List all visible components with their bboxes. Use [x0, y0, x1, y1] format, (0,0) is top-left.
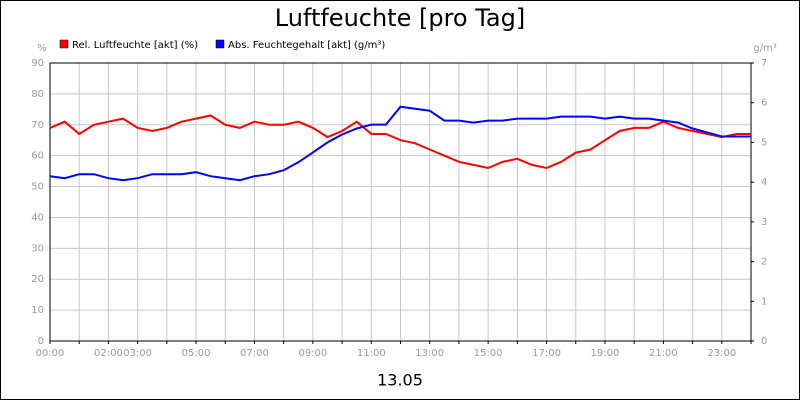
y-tick-label: 30: [31, 243, 44, 254]
y-tick-label: 10: [31, 305, 44, 316]
y-tick-label: 80: [31, 89, 44, 100]
y2-axis-label: g/m³: [753, 43, 776, 54]
x-tick-label: 09:00: [298, 348, 327, 359]
x-axis-label: 13.05: [377, 371, 423, 390]
x-tick-label: 21:00: [649, 348, 678, 359]
y2-tick-label: 1: [761, 296, 767, 307]
y-tick-label: 90: [31, 58, 44, 69]
y2-tick-label: 4: [761, 177, 767, 188]
y2-tick-label: 2: [761, 257, 767, 268]
x-tick-label: 05:00: [182, 348, 211, 359]
y2-tick-label: 0: [761, 336, 767, 347]
x-tick-label: 07:00: [240, 348, 269, 359]
y-tick-label: 60: [31, 151, 44, 162]
x-tick-label: 17:00: [532, 348, 561, 359]
y2-tick-label: 5: [761, 137, 767, 148]
legend-label: Abs. Feuchtegehalt [akt] (g/m³): [228, 40, 385, 51]
legend-swatch: [59, 39, 69, 49]
legend-swatch: [215, 39, 225, 49]
y-tick-label: 20: [31, 274, 44, 285]
x-tick-label: 11:00: [357, 348, 386, 359]
legend-label: Rel. Luftfeuchte [akt] (%): [72, 40, 198, 51]
x-tick-label: 02:00: [94, 348, 123, 359]
series-line: [49, 105, 751, 182]
plot-border: [49, 62, 752, 342]
x-tick-label: 15:00: [474, 348, 503, 359]
y-axis-label: %: [37, 43, 47, 54]
chart-title: Luftfeuchte [pro Tag]: [275, 4, 525, 32]
x-tick-label: 03:00: [123, 348, 152, 359]
x-tick-label: 13:00: [415, 348, 444, 359]
y-tick-label: 70: [31, 120, 44, 131]
x-tick-label: 00:00: [36, 348, 65, 359]
series-line: [49, 114, 751, 170]
x-tick-label: 19:00: [591, 348, 620, 359]
y2-tick-label: 3: [761, 217, 767, 228]
y-tick-label: 50: [31, 182, 44, 193]
y-tick-label: 40: [31, 212, 44, 223]
x-tick-label: 23:00: [707, 348, 736, 359]
y2-tick-label: 7: [761, 58, 767, 69]
y-tick-label: 0: [38, 336, 44, 347]
y2-tick-label: 6: [761, 98, 767, 109]
